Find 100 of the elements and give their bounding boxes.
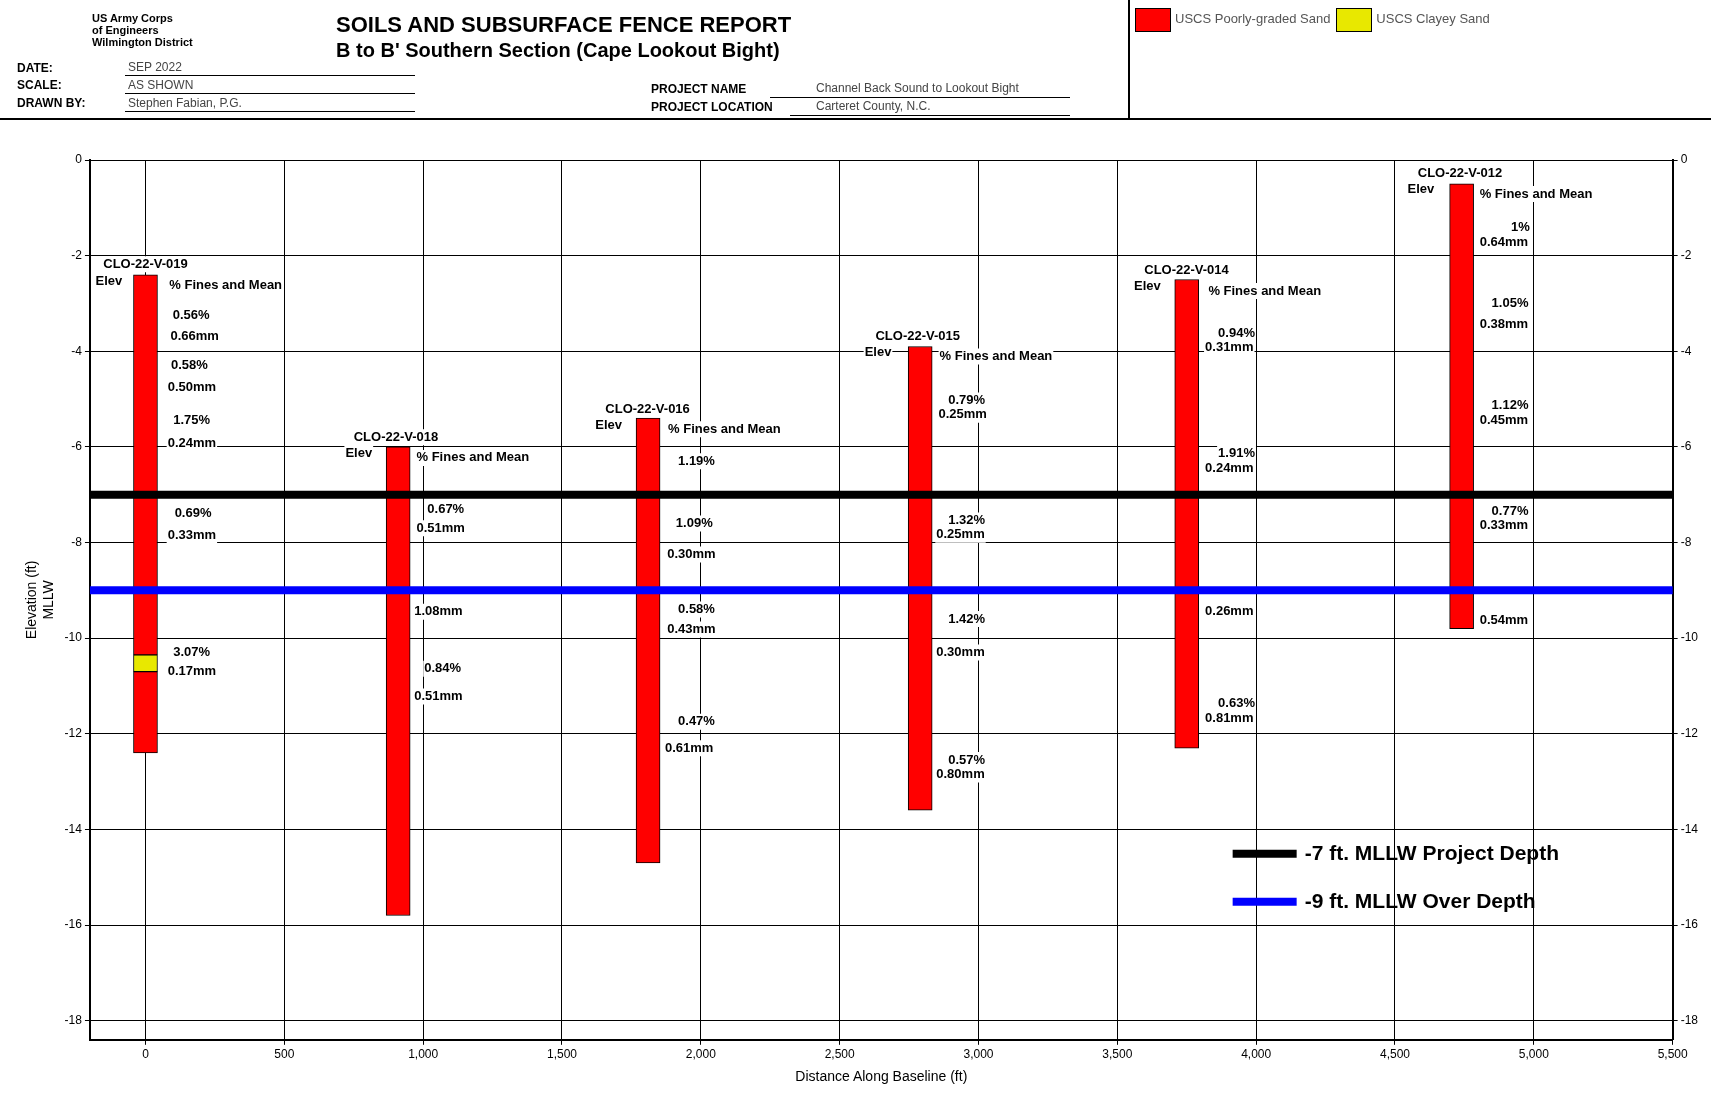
text: PROJECT NAME <box>651 82 747 96</box>
annotation: 0.94% <box>1218 325 1256 341</box>
annotation: 0.67% <box>427 500 465 516</box>
annotation: 1% <box>1511 218 1531 234</box>
annotation: 0.30mm <box>667 546 716 562</box>
y-tick-label: -10 <box>64 630 83 645</box>
y-tick-label: -16 <box>64 917 83 932</box>
x-tick-label: 500 <box>274 1047 295 1062</box>
x-tick-label: 4,000 <box>1241 1047 1272 1062</box>
annotation: 0.56% <box>172 307 210 323</box>
annotation: 0.24mm <box>167 435 217 451</box>
y2-tick-label: -16 <box>1680 917 1699 932</box>
y2-tick-label: 0 <box>1680 152 1688 167</box>
annotation: 0.84% <box>424 660 462 676</box>
annotation: 0.33mm <box>1479 517 1529 533</box>
y-tick-label: -12 <box>64 726 83 741</box>
annotation: 0.63% <box>1218 694 1256 710</box>
chart-title: SOILS AND SUBSURFACE FENCE REPORT <box>336 12 792 38</box>
text: Channel Back Sound to Lookout Bight <box>816 81 1019 95</box>
y2-tick-label: -10 <box>1680 630 1699 645</box>
annotation: 0.51mm <box>414 688 463 704</box>
annotation: 0.25mm <box>938 406 987 422</box>
text: SEP 2022 <box>128 60 182 74</box>
y2-tick-label: -14 <box>1680 821 1699 836</box>
text: SCALE: <box>17 78 62 92</box>
text: Carteret County, N.C. <box>816 99 931 113</box>
annotation: 1.09% <box>675 514 714 530</box>
x-tick-label: 4,500 <box>1379 1047 1411 1062</box>
annotation: Elev <box>95 272 124 288</box>
annotation: Elev <box>1133 277 1162 293</box>
text: US Army Corps <box>92 12 173 24</box>
annotation: 0.80mm <box>936 766 985 781</box>
x-tick-label: 2,000 <box>685 1047 717 1062</box>
annotation: 0.31mm <box>1205 339 1254 355</box>
annotation: CLO-22-V-016 <box>605 401 690 417</box>
annotation: 0.26mm <box>1205 603 1254 619</box>
annotation: % Fines and Mean <box>416 449 530 465</box>
annotation: 0.66mm <box>170 328 219 344</box>
annotation: % Fines and Mean <box>1479 185 1593 201</box>
annotation: % Fines and Mean <box>1208 282 1322 298</box>
annotation: 1.91% <box>1218 445 1256 461</box>
annotation: 0.43mm <box>667 621 716 637</box>
chart-subtitle: B to B' Southern Section (Cape Lookout Bight) <box>336 39 780 62</box>
y2-tick-label: -6 <box>1680 439 1692 454</box>
annotation: Elev <box>864 343 893 359</box>
annotation: 0.61mm <box>665 739 714 755</box>
y2-tick-label: -8 <box>1680 534 1692 549</box>
annotation: 1.19% <box>678 452 716 468</box>
annotation: 0.69% <box>174 505 212 521</box>
y2-tick-label: -12 <box>1680 726 1699 741</box>
annotation: 1.75% <box>173 412 211 428</box>
x-tick-label: 5,500 <box>1657 1047 1688 1062</box>
annotation: Elev <box>595 417 623 433</box>
annotation: 1.32% <box>948 512 986 528</box>
legend-label: USCS Clayey Sand <box>1375 10 1490 29</box>
y-tick-label: -18 <box>64 1012 83 1027</box>
annotation: 1.12% <box>1491 396 1529 412</box>
annotation: 0.58% <box>678 601 716 617</box>
text: AS SHOWN <box>128 78 194 92</box>
x-axis-title: Distance Along Baseline (ft) <box>795 1068 968 1085</box>
annotation: 0.47% <box>678 713 716 729</box>
annotation: % Fines and Mean <box>169 276 283 292</box>
y-tick-label: -2 <box>71 247 83 262</box>
legend-label: USCS Poorly-graded Sand <box>1174 10 1331 29</box>
x-tick-label: 3,000 <box>963 1047 994 1062</box>
y-tick-label: 0 <box>75 152 83 167</box>
y2-tick-label: -4 <box>1680 343 1692 358</box>
annotation: 1.42% <box>948 610 986 626</box>
annotation: CLO-22-V-012 <box>1417 164 1503 180</box>
annotation: 0.64mm <box>1479 233 1529 249</box>
annotation: 0.17mm <box>167 663 217 679</box>
y-tick-label: -14 <box>64 821 83 836</box>
y-tick-label: -4 <box>71 343 83 358</box>
annotation: 0.24mm <box>1205 460 1254 476</box>
y2-tick-label: -18 <box>1680 1012 1699 1027</box>
text: DRAWN BY: <box>17 96 86 110</box>
annotation: CLO-22-V-014 <box>1144 261 1230 277</box>
x-tick-label: 2,500 <box>824 1047 855 1062</box>
y-tick-label: -8 <box>71 534 83 549</box>
text: Stephen Fabian, P.G. <box>128 96 242 110</box>
x-tick-label: 1,500 <box>546 1047 578 1062</box>
annotation: CLO-22-V-015 <box>875 328 961 344</box>
annotation: 0.30mm <box>936 644 985 660</box>
text: of Engineers <box>92 24 159 36</box>
annotation: 0.79% <box>948 392 986 408</box>
annotation: CLO-22-V-019 <box>103 255 188 271</box>
annotation: 0.38mm <box>1479 315 1529 331</box>
annotation: Elev <box>345 445 373 461</box>
annotation: 1.08mm <box>414 603 463 619</box>
annotation: CLO-22-V-018 <box>353 428 439 444</box>
annotation: 0.51mm <box>416 519 465 535</box>
annotation: 0.58% <box>171 357 209 373</box>
annotation: 0.33mm <box>167 526 217 542</box>
annotation: Elev <box>1407 181 1435 197</box>
annotation: % Fines and Mean <box>668 420 781 436</box>
annotation: 0.81mm <box>1205 710 1254 726</box>
y-tick-label: -6 <box>71 439 83 454</box>
annotation: 0.25mm <box>936 526 985 542</box>
text: DATE: <box>17 61 53 75</box>
x-tick-label: 0 <box>142 1047 150 1062</box>
